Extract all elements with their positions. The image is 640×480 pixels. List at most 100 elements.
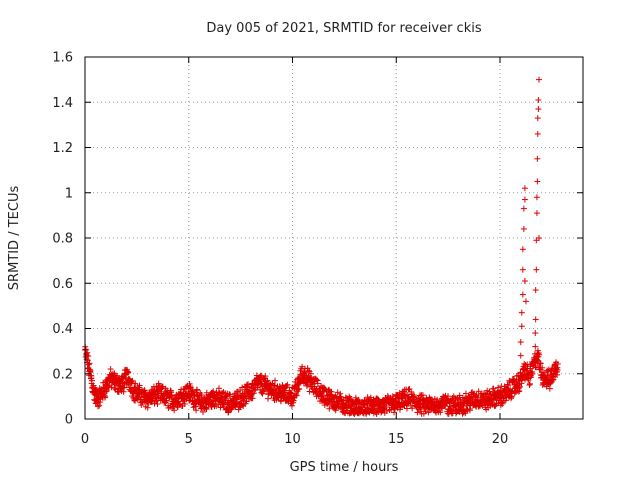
y-axis-label: SRMTID / TECUs <box>7 186 22 291</box>
data-point <box>322 386 329 393</box>
data-point <box>521 196 528 203</box>
data-point <box>321 385 328 392</box>
data-point <box>260 387 267 394</box>
y-tick-label: 0.2 <box>52 367 73 382</box>
grid <box>85 57 583 419</box>
data-point <box>125 369 132 376</box>
data-point <box>533 210 540 217</box>
data-point <box>526 380 533 387</box>
data-point <box>536 351 543 358</box>
data-point <box>425 409 432 416</box>
data-point <box>520 225 527 232</box>
data-point <box>138 402 145 409</box>
data-point <box>108 384 115 391</box>
x-tick-label: 15 <box>388 432 405 447</box>
x-tick-label: 10 <box>284 432 301 447</box>
data-point <box>532 316 539 323</box>
data-point <box>194 386 201 393</box>
y-tick-label: 1.6 <box>52 51 73 66</box>
data-point <box>475 388 482 395</box>
data-point <box>258 380 265 387</box>
data-point <box>85 361 92 368</box>
data-point <box>227 391 234 398</box>
data-point <box>293 392 300 399</box>
data-point <box>295 386 302 393</box>
data-point <box>409 405 416 412</box>
data-point <box>328 388 335 395</box>
data-point <box>554 360 561 367</box>
data-point <box>325 400 332 407</box>
data-point <box>508 393 515 400</box>
data-point <box>383 407 390 414</box>
data-point <box>141 387 148 394</box>
data-point <box>183 383 190 390</box>
data-point <box>155 380 162 387</box>
data-point <box>282 391 289 398</box>
data-point <box>380 405 387 412</box>
x-tick-label: 0 <box>81 432 89 447</box>
data-point <box>102 393 109 400</box>
chart-title: Day 005 of 2021, SRMTID for receiver cki… <box>206 21 481 36</box>
data-point <box>193 407 200 414</box>
y-tick-label: 1 <box>65 186 73 201</box>
data-point <box>171 407 178 414</box>
y-tick-label: 1.4 <box>52 96 73 111</box>
data-point <box>203 406 210 413</box>
data-point <box>519 266 526 273</box>
data-point <box>535 96 542 103</box>
data-point <box>518 323 525 330</box>
data-point <box>85 353 92 360</box>
data-point <box>535 106 542 113</box>
data-point <box>499 400 506 407</box>
data-point <box>521 185 528 192</box>
data-point <box>554 366 561 373</box>
y-tick-label: 0.8 <box>52 232 73 247</box>
data-point <box>532 343 539 350</box>
data-point <box>490 385 497 392</box>
data-point <box>502 397 509 404</box>
data-point <box>519 246 526 253</box>
y-tick-label: 0 <box>65 413 73 428</box>
x-tick-label: 5 <box>185 432 193 447</box>
data-point <box>283 382 290 389</box>
data-points <box>82 76 561 417</box>
data-point <box>181 400 188 407</box>
y-tick-label: 0.6 <box>52 277 73 292</box>
data-point <box>251 387 258 394</box>
x-tick-label: 20 <box>492 432 509 447</box>
data-point <box>223 395 230 402</box>
data-point <box>517 352 524 359</box>
data-point <box>96 402 103 409</box>
data-point <box>534 178 541 185</box>
data-point <box>114 372 121 379</box>
data-point <box>521 277 528 284</box>
data-point <box>532 330 539 337</box>
data-point <box>302 369 309 376</box>
x-axis-label: GPS time / hours <box>290 460 399 475</box>
data-point <box>519 291 526 298</box>
data-point <box>313 376 320 383</box>
data-point <box>249 395 256 402</box>
data-point <box>271 377 278 384</box>
data-point <box>136 382 143 389</box>
data-point <box>529 370 536 377</box>
data-point <box>533 194 540 201</box>
data-point <box>288 390 295 397</box>
data-point <box>522 298 529 305</box>
data-point <box>533 266 540 273</box>
data-point <box>365 408 372 415</box>
data-point <box>539 364 546 371</box>
data-point <box>187 384 194 391</box>
data-point <box>534 155 541 162</box>
data-point <box>518 309 525 316</box>
data-point <box>86 360 93 367</box>
data-point <box>546 385 553 392</box>
data-point <box>326 405 333 412</box>
data-point <box>306 388 313 395</box>
data-point <box>456 392 463 399</box>
data-point <box>437 409 444 416</box>
data-point <box>517 383 524 390</box>
data-point <box>536 76 543 83</box>
